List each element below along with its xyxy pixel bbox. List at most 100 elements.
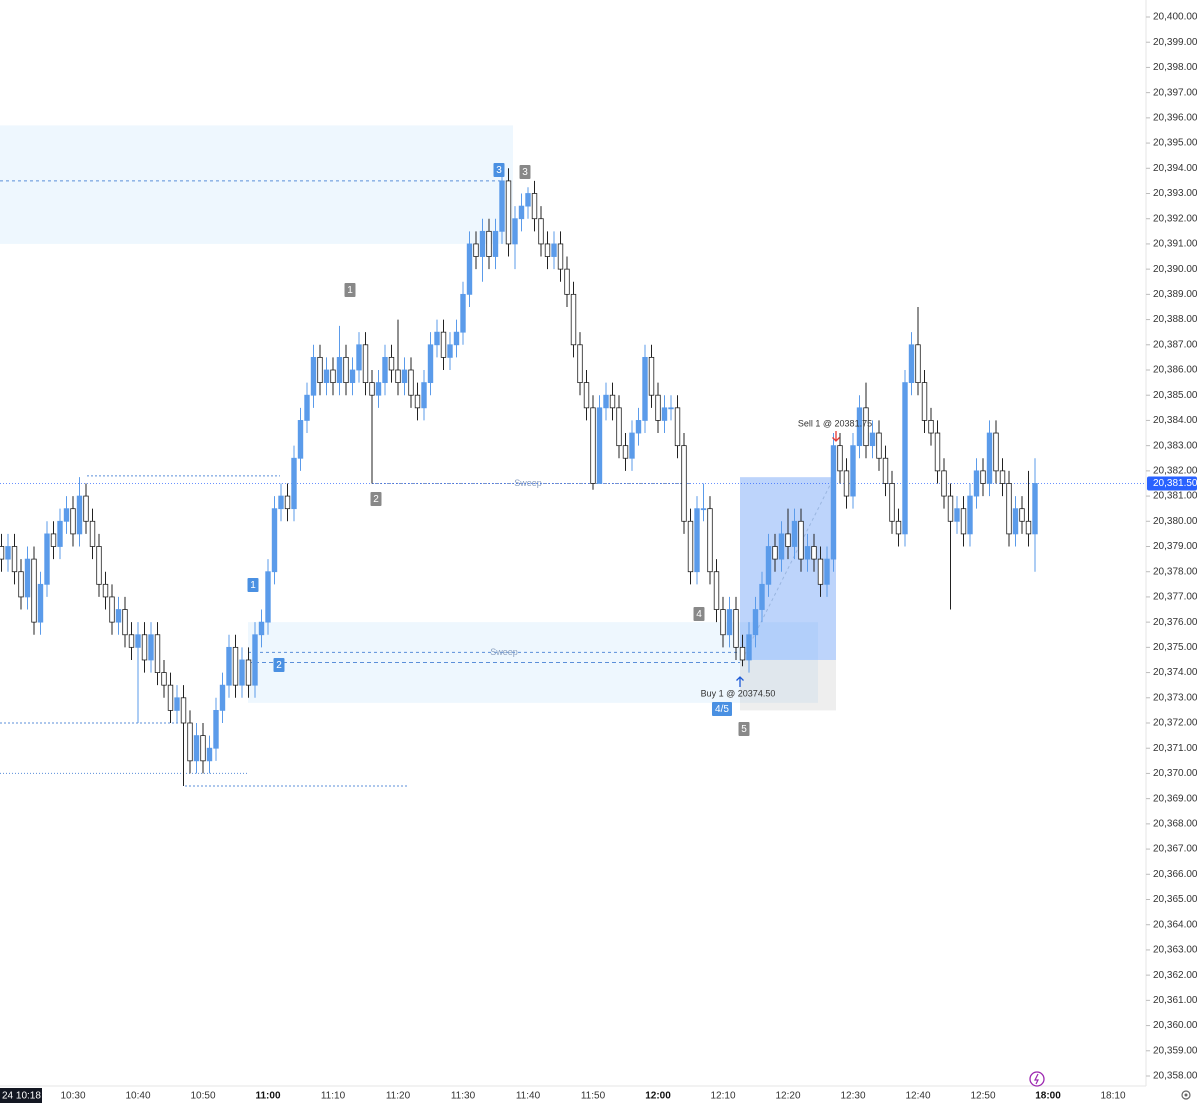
candle-body [973, 470, 980, 497]
candle-body [921, 382, 928, 421]
candle-body [902, 382, 908, 535]
y-tick-label: 20,398.00 [1153, 62, 1198, 73]
y-tick-label: 20,361.00 [1153, 995, 1198, 1006]
order-label: Sell 1 @ 20381.75 [798, 418, 872, 428]
candle-body [551, 243, 557, 257]
y-tick-label: 20,375.00 [1153, 642, 1198, 653]
position-path [741, 476, 835, 661]
y-tick-label: 20,385.00 [1153, 390, 1198, 401]
candle-body [317, 356, 323, 384]
candle-body [154, 634, 161, 673]
x-tick-label: 18:00 [1035, 1091, 1061, 1102]
candle-body [11, 546, 18, 573]
marker-box [493, 163, 505, 177]
y-tick-label: 20,395.00 [1153, 138, 1198, 149]
y-tick-label: 20,378.00 [1153, 566, 1198, 577]
candle-body [219, 684, 226, 711]
candle-body [843, 470, 850, 497]
candle-body [83, 495, 89, 522]
candle-body [5, 546, 11, 560]
candle-body [505, 180, 512, 245]
candle-body [915, 344, 921, 384]
candle-body [0, 546, 5, 560]
alert-icon[interactable] [1029, 1071, 1045, 1087]
candle-body [674, 407, 681, 447]
candle-body [1019, 508, 1025, 522]
y-tick-label: 20,399.00 [1153, 37, 1198, 48]
y-tick-label: 20,386.00 [1153, 365, 1198, 376]
marker-label: 1 [347, 285, 353, 296]
last-price-label: 20,381.50 [1153, 478, 1198, 489]
candle-body [817, 558, 824, 585]
candle-body [577, 344, 583, 384]
candle-body [759, 583, 765, 610]
x-tick-label: 12:40 [905, 1091, 930, 1102]
candle-body [18, 571, 24, 598]
x-tick-label: 11:20 [386, 1091, 411, 1102]
candle-body [882, 457, 889, 484]
marker-label: 3 [522, 167, 528, 178]
candle-body [200, 735, 206, 762]
candle-body [811, 546, 817, 560]
y-tick-label: 20,393.00 [1153, 188, 1198, 199]
candle-body [778, 533, 785, 560]
settings-icon[interactable] [1181, 1090, 1191, 1100]
candle-body [518, 205, 525, 220]
candle-body [37, 583, 44, 623]
candle-body [603, 394, 609, 409]
candle-body [557, 243, 564, 270]
y-tick-label: 20,381.00 [1153, 491, 1198, 502]
candle-body [681, 445, 687, 522]
candle-body [161, 672, 167, 686]
candle-body [642, 356, 648, 421]
candle-body [96, 546, 102, 585]
y-tick-label: 20,390.00 [1153, 264, 1198, 275]
y-tick-label: 20,397.00 [1153, 87, 1198, 98]
y-tick-label: 20,377.00 [1153, 592, 1198, 603]
y-tick-label: 20,367.00 [1153, 844, 1198, 855]
crosshair-time-box [0, 1088, 42, 1103]
zone [0, 125, 513, 244]
candle-body [44, 533, 50, 585]
candle-body [941, 470, 947, 497]
y-tick-label: 20,359.00 [1153, 1045, 1198, 1056]
candle-body [375, 382, 382, 396]
candle-body [785, 533, 791, 547]
y-tick-label: 20,371.00 [1153, 743, 1198, 754]
buy-arrow [736, 676, 744, 687]
candle-body [401, 369, 408, 384]
candle-body [187, 722, 193, 762]
candle-body [466, 243, 473, 295]
candle-body [707, 508, 713, 573]
candle-body [245, 659, 252, 686]
candle-body [765, 546, 772, 585]
y-tick-label: 20,360.00 [1153, 1020, 1198, 1031]
x-tick-label: 11:50 [581, 1091, 606, 1102]
candle-body [414, 394, 421, 409]
candle-body [24, 558, 31, 598]
candle-body [570, 293, 577, 346]
candle-body [999, 470, 1006, 484]
marker-label: 5 [741, 724, 747, 735]
y-tick-label: 20,365.00 [1153, 894, 1198, 905]
candle-body [304, 394, 310, 421]
y-tick-label: 20,394.00 [1153, 163, 1198, 174]
x-tick-label: 11:30 [451, 1091, 476, 1102]
candle-body [564, 268, 570, 295]
y-tick-label: 20,383.00 [1153, 440, 1198, 451]
candle-body [512, 218, 518, 245]
candle-body [258, 621, 265, 636]
y-tick-label: 20,388.00 [1153, 314, 1198, 325]
x-tick-label: 12:10 [710, 1091, 735, 1102]
candle-body [473, 243, 479, 257]
candle-body [115, 609, 122, 623]
y-tick-label: 20,370.00 [1153, 768, 1198, 779]
candle-body [629, 432, 635, 459]
alert-bolt [1034, 1073, 1039, 1085]
candle-body [284, 495, 291, 510]
candle-body [369, 382, 375, 396]
candle-body [772, 546, 778, 560]
candle-body [889, 483, 895, 522]
